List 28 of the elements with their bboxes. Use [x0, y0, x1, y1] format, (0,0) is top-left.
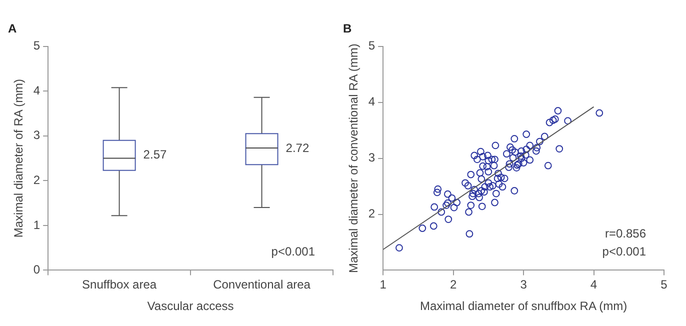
y-tick-label: 5 [33, 38, 40, 53]
annotation: p<0.001 [602, 244, 646, 259]
annotation: 2.57 [143, 147, 167, 162]
x-axis-title: Maximal diameter of snuffbox RA (mm) [420, 299, 628, 314]
x-tick-label: 4 [590, 278, 598, 292]
x-tick-label: 5 [660, 278, 668, 292]
x-tick-label: 3 [520, 278, 528, 292]
y-tick-label: 3 [368, 150, 376, 165]
chart-title: B [343, 22, 352, 36]
annotation: 2.72 [286, 140, 310, 155]
annotation: p<0.001 [271, 244, 316, 259]
chart-title: A [8, 22, 17, 36]
x-axis-title: Vascular access [147, 299, 234, 314]
y-tick-label: 5 [368, 38, 376, 53]
x-tick-label: Conventional area [213, 278, 311, 292]
x-tick-label: 2 [450, 278, 457, 292]
x-tick-label: Snuffbox area [82, 278, 157, 292]
x-tick-label: 1 [380, 278, 387, 292]
y-tick-label: 2 [368, 206, 376, 221]
y-tick-label: 4 [33, 83, 40, 98]
y-axis-title: Maximal diameter of RA (mm) [12, 78, 26, 238]
y-tick-label: 0 [33, 262, 40, 277]
y-axis-title: Maximal diameter of conventional RA (mm) [346, 44, 361, 274]
y-tick-label: 4 [368, 94, 376, 109]
y-tick-label: 1 [33, 218, 40, 232]
y-tick-label: 2 [33, 172, 40, 187]
y-tick-label: 3 [33, 128, 40, 142]
annotation: r=0.856 [604, 226, 646, 241]
